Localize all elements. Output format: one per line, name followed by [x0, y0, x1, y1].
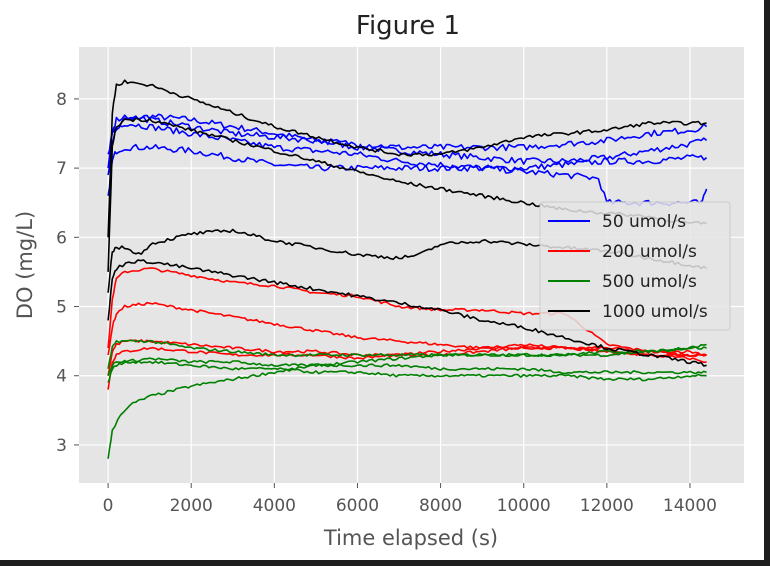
figure-title: Figure 1 — [356, 11, 460, 41]
x-tick-label: 2000 — [170, 496, 213, 516]
x-tick-label: 8000 — [419, 496, 462, 516]
series-layer — [107, 79, 708, 459]
y-tick-label: 3 — [56, 436, 67, 456]
series-line-2 — [107, 143, 708, 196]
legend: 50 umol/s 200 umol/s 500 umol/s 1000 umol/s — [539, 201, 731, 331]
x-tick-label: 14000 — [663, 496, 717, 516]
legend-box — [539, 201, 731, 331]
legend-label: 200 umol/s — [602, 242, 697, 262]
y-tick-label: 7 — [56, 159, 67, 179]
series-line-10 — [107, 339, 707, 369]
series-line-3 — [107, 123, 708, 207]
series-line-16 — [107, 259, 707, 367]
y-tick-label: 6 — [56, 228, 67, 248]
x-tick-label: 12000 — [580, 496, 634, 516]
y-tick-label: 5 — [56, 298, 67, 318]
series-line-13 — [107, 79, 707, 238]
series-line-5 — [107, 267, 707, 358]
y-tick-label: 4 — [56, 367, 67, 387]
x-tick-label: 4000 — [253, 496, 296, 516]
series-line-9 — [107, 343, 707, 459]
x-tick-label: 6000 — [336, 496, 379, 516]
series-line-12 — [107, 359, 707, 382]
series-line-6 — [107, 301, 707, 357]
legend-label: 1000 umol/s — [602, 302, 708, 322]
y-axis-label: DO (mg/L) — [13, 211, 37, 319]
y-axis-ticks: 3 4 5 6 7 8 — [56, 90, 79, 456]
x-axis-ticks: 0 2000 4000 6000 8000 10000 12000 14000 — [103, 483, 717, 516]
legend-label: 500 umol/s — [602, 272, 697, 292]
x-tick-label: 0 — [103, 496, 114, 516]
series-line-11 — [107, 357, 707, 383]
x-tick-label: 10000 — [497, 496, 551, 516]
x-axis-label: Time elapsed (s) — [323, 526, 498, 550]
series-line-4 — [107, 114, 708, 169]
y-tick-label: 8 — [56, 90, 67, 110]
legend-label: 50 umol/s — [602, 212, 686, 232]
